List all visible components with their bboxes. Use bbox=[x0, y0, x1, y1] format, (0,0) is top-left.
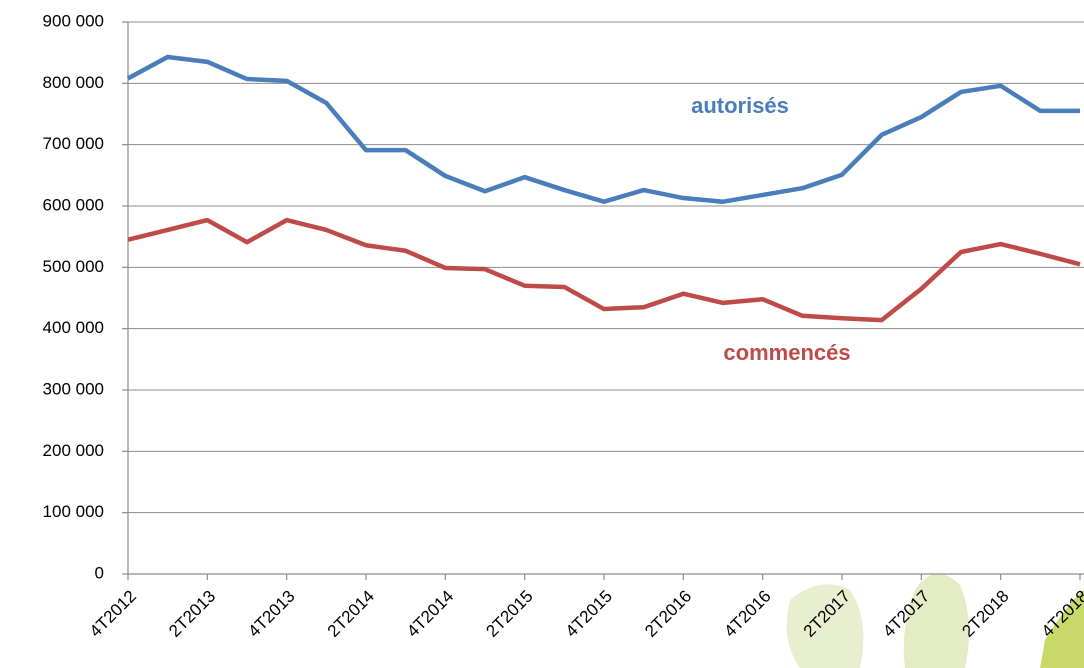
y-tick-label: 800 000 bbox=[43, 73, 104, 92]
y-tick-label: 0 bbox=[95, 563, 104, 582]
y-tick-label: 100 000 bbox=[43, 502, 104, 521]
decoration bbox=[1040, 590, 1084, 668]
y-tick-label: 500 000 bbox=[43, 257, 104, 276]
x-tick-label: 2T2013 bbox=[165, 587, 219, 641]
plot: 0 100 000 200 000 300 000 400 000 500 000 600 … bbox=[43, 11, 1084, 641]
x-tick-label: 4T2014 bbox=[403, 587, 457, 641]
series-line bbox=[126, 54, 1080, 204]
x-tick-label: 2T2014 bbox=[324, 587, 378, 641]
decoration bbox=[903, 573, 969, 668]
x-tick-label: 4T2013 bbox=[244, 587, 298, 641]
y-tick-label: 300 000 bbox=[43, 379, 104, 398]
x-tick-label: 4T2015 bbox=[562, 587, 616, 641]
series-line bbox=[127, 217, 1081, 323]
x-tick-label: 4T2016 bbox=[720, 587, 774, 641]
x-tick-label: 4T2012 bbox=[86, 587, 140, 641]
y-tick-label: 900 000 bbox=[43, 11, 104, 30]
y-tick-label: 400 000 bbox=[43, 318, 104, 337]
y-tick-label: 200 000 bbox=[43, 441, 104, 460]
decoration bbox=[786, 584, 864, 668]
y-tick-label: 700 000 bbox=[43, 134, 104, 153]
series-label: autorisés bbox=[691, 93, 789, 118]
series-label: commencés bbox=[723, 340, 850, 365]
y-tick-label: 600 000 bbox=[43, 195, 104, 214]
x-tick-label: 2T2015 bbox=[482, 587, 536, 641]
x-tick-label: 2T2016 bbox=[641, 587, 695, 641]
